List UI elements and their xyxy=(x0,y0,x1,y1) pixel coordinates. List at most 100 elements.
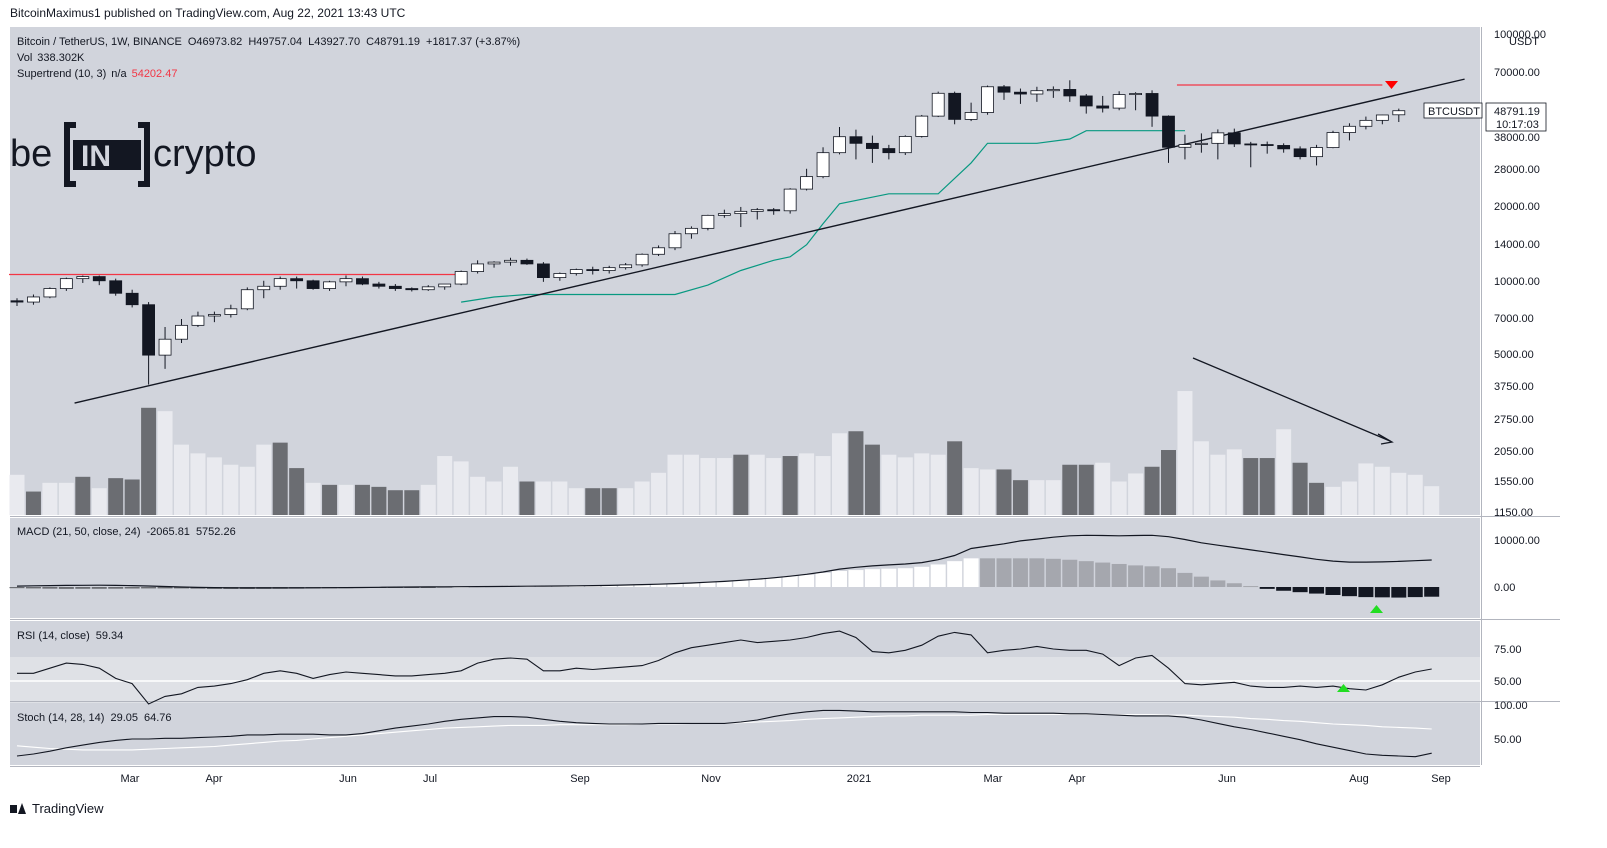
candle-body xyxy=(1030,90,1044,95)
candle-body xyxy=(175,324,188,340)
candle xyxy=(59,277,73,291)
macd-histogram-bar xyxy=(832,571,847,587)
candle-body xyxy=(339,278,353,283)
candle xyxy=(520,258,534,265)
macd-histogram-bar xyxy=(601,585,617,587)
time-axis-label: Sep xyxy=(1431,773,1451,785)
sell-signal-marker xyxy=(1385,81,1398,89)
macd-histogram-bar xyxy=(157,587,173,589)
volume-bar xyxy=(289,468,305,515)
candle xyxy=(487,261,501,268)
macd-pane-bg[interactable] xyxy=(10,518,1480,618)
volume-bar xyxy=(1161,450,1176,515)
volume-bar xyxy=(996,469,1012,515)
candle-body xyxy=(668,233,682,249)
macd-histogram-bar xyxy=(766,577,782,587)
price-axis-bg[interactable] xyxy=(1483,27,1563,765)
macd-v1: -2065.81 xyxy=(147,526,190,538)
rsi-label: RSI (14, close) xyxy=(17,630,90,642)
price-axis-label: 5000.00 xyxy=(1494,349,1534,361)
candle-body xyxy=(323,281,336,289)
candle xyxy=(1178,134,1192,160)
macd-legend: MACD (21, 50, close, 24) -2065.81 5752.26 xyxy=(17,526,236,538)
macd-histogram-bar xyxy=(1210,580,1226,587)
macd-histogram-bar xyxy=(996,558,1012,587)
legend-vol-label: Vol xyxy=(17,52,32,64)
volume-bar xyxy=(25,491,41,515)
volume-bar xyxy=(437,456,453,515)
candle xyxy=(586,266,600,275)
candle-body xyxy=(915,115,929,137)
volume-bar xyxy=(1012,480,1028,515)
rsi-band xyxy=(10,657,1480,703)
candle xyxy=(537,262,550,282)
candle xyxy=(1046,86,1060,98)
volume-bar xyxy=(453,461,469,515)
rsi-series xyxy=(17,630,1432,705)
candle xyxy=(207,311,221,323)
price-pane-bg[interactable] xyxy=(10,27,1480,515)
macd-histogram-bar xyxy=(667,583,683,587)
candle-body xyxy=(27,296,40,303)
macd-histogram-bar xyxy=(881,568,897,587)
candle-body xyxy=(356,278,369,285)
macd-histogram-bar xyxy=(9,587,25,589)
volume-bar xyxy=(1045,480,1061,515)
candle xyxy=(388,284,402,291)
candle-body xyxy=(290,278,304,282)
macd-histogram-bar xyxy=(963,558,979,587)
macd-histogram-bar xyxy=(1177,572,1193,587)
legend-h-value: 49757.04 xyxy=(256,36,302,48)
candle-body xyxy=(76,276,90,280)
rsi-axis-label: 50.00 xyxy=(1494,676,1522,688)
candle xyxy=(273,276,287,290)
candle xyxy=(191,311,205,327)
candle-body xyxy=(1326,132,1340,148)
macd-histogram-bar xyxy=(914,566,930,587)
candle xyxy=(92,275,106,286)
candle xyxy=(10,298,24,307)
volume-bar xyxy=(963,468,979,515)
macd-histogram-bar xyxy=(1341,587,1357,597)
volume-bar xyxy=(749,454,765,515)
volume-bar xyxy=(1243,458,1259,515)
volume-bar xyxy=(1309,482,1325,515)
candle-body xyxy=(273,278,287,287)
price-axis-label: 14000.00 xyxy=(1494,239,1540,251)
candle-body xyxy=(1162,115,1175,148)
stoch-v2: 64.76 xyxy=(144,712,172,724)
macd-histogram-bar xyxy=(25,587,41,589)
candle-body xyxy=(734,210,748,215)
candle xyxy=(125,289,139,308)
price-tag-value: 48791.19 xyxy=(1494,106,1540,118)
candle xyxy=(1096,95,1110,113)
tradingview-footer[interactable]: TradingView xyxy=(10,801,104,816)
volume-bar xyxy=(700,458,716,515)
legend-o-value: 46973.82 xyxy=(196,36,242,48)
candle-body xyxy=(931,92,945,117)
macd-histogram-bar xyxy=(1226,583,1242,587)
candle-body xyxy=(1178,144,1192,148)
volume-bar xyxy=(601,488,617,515)
volume-bar xyxy=(470,476,486,515)
time-axis-label: Jul xyxy=(423,773,437,785)
candle-body xyxy=(1310,147,1323,158)
candle-body xyxy=(109,280,123,294)
volume-bar xyxy=(239,466,255,515)
volume-bar xyxy=(9,474,25,515)
candle xyxy=(1375,114,1389,125)
candle-body xyxy=(685,227,698,235)
volume-bar xyxy=(848,431,864,515)
stoch-pane-bg[interactable] xyxy=(10,703,1480,765)
candle-body xyxy=(1375,114,1389,121)
macd-histogram-bar xyxy=(58,587,74,589)
candle-body xyxy=(866,142,879,149)
last-price-tag[interactable]: BTCUSDT 48791.19 10:17:03 xyxy=(1423,102,1547,132)
candle xyxy=(224,304,238,318)
candle xyxy=(142,302,156,385)
candle xyxy=(1359,116,1373,130)
candle xyxy=(1343,123,1356,141)
macd-histogram-bar xyxy=(864,569,880,587)
rsi-buy-marker xyxy=(1337,684,1350,692)
